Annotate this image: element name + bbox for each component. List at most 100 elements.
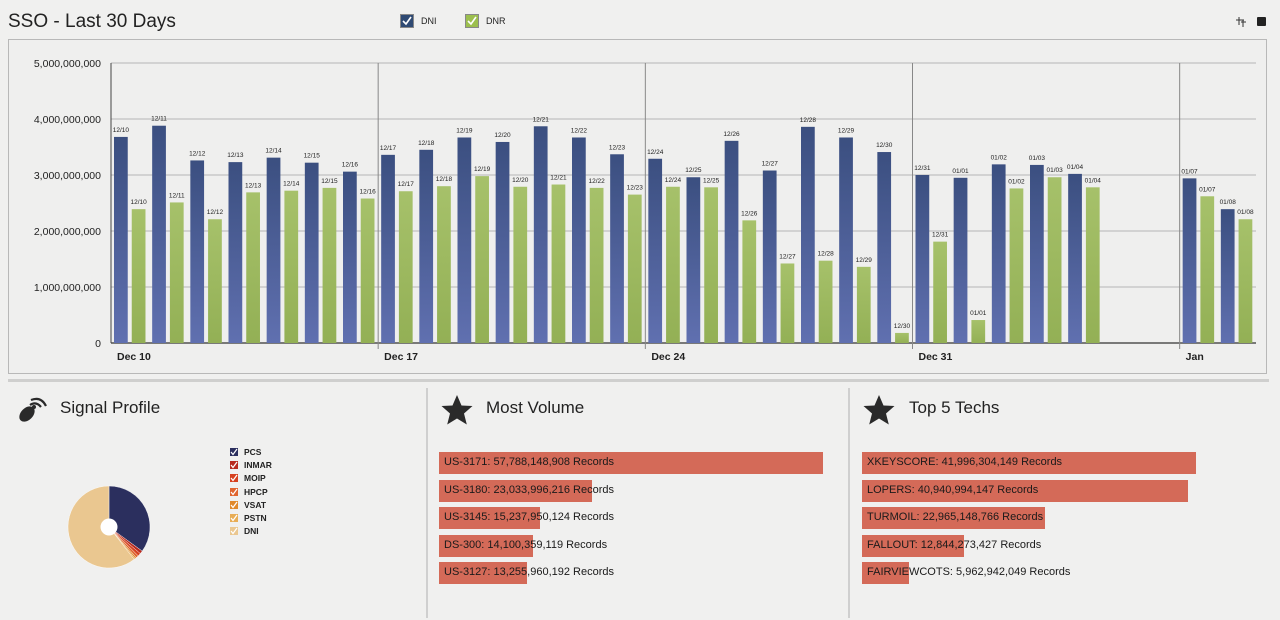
most-volume-row[interactable]: US-3145: 15,237,950,124 Records bbox=[439, 507, 823, 529]
pie-legend-item-vsat[interactable]: VSAT bbox=[230, 500, 266, 510]
pie-legend-swatch[interactable] bbox=[230, 487, 238, 496]
bar-dni[interactable] bbox=[724, 140, 739, 343]
bar-dnr[interactable] bbox=[360, 198, 375, 343]
bar-dni[interactable] bbox=[839, 137, 853, 343]
most-volume-row[interactable]: DS-300: 14,100,359,119 Records bbox=[439, 534, 823, 557]
signal-profile-pie bbox=[67, 485, 151, 569]
bar-dnr[interactable] bbox=[1085, 187, 1100, 343]
bar-dni[interactable] bbox=[304, 162, 319, 343]
bar-dnr[interactable] bbox=[513, 186, 528, 343]
bar-dnr[interactable] bbox=[1238, 219, 1253, 343]
bar-dnr[interactable] bbox=[131, 209, 146, 343]
bar-dnr[interactable] bbox=[1009, 188, 1024, 343]
bar-dnr[interactable] bbox=[551, 184, 566, 343]
bar-dni[interactable] bbox=[343, 171, 357, 343]
bar-dni[interactable] bbox=[610, 154, 624, 343]
bar-dnr[interactable] bbox=[208, 219, 222, 343]
expand-icon[interactable] bbox=[1236, 17, 1246, 27]
bar-dni[interactable] bbox=[533, 126, 548, 343]
bar-dnr[interactable] bbox=[322, 187, 337, 343]
top-tech-row[interactable]: FALLOUT: 12,844,273,427 Records bbox=[862, 534, 1196, 557]
bar-data-label: 12/15 bbox=[321, 178, 338, 185]
menu-icon[interactable] bbox=[1257, 17, 1267, 27]
most-volume-row[interactable]: US-3171: 57,788,148,908 Records bbox=[439, 452, 823, 474]
bar-dnr[interactable] bbox=[704, 187, 718, 343]
bar-data-label: 12/23 bbox=[609, 144, 626, 151]
pie-slice-pcs[interactable] bbox=[108, 485, 151, 552]
bar-data-label: 12/11 bbox=[169, 192, 185, 199]
bar-dnr[interactable] bbox=[1047, 177, 1062, 343]
bar-dnr[interactable] bbox=[895, 332, 909, 343]
satellite-dish-icon bbox=[19, 397, 47, 422]
pie-legend-swatch[interactable] bbox=[230, 514, 238, 522]
bar-dni[interactable] bbox=[686, 177, 701, 343]
bar-dni[interactable] bbox=[915, 175, 930, 343]
pie-legend-swatch[interactable] bbox=[230, 461, 238, 470]
bar-dni[interactable] bbox=[114, 136, 128, 343]
pie-legend-swatch[interactable] bbox=[230, 474, 238, 483]
top-tech-bar bbox=[862, 479, 1188, 502]
pie-legend-swatch[interactable] bbox=[230, 448, 238, 456]
bar-dni[interactable] bbox=[190, 160, 205, 343]
bar-dni[interactable] bbox=[1030, 164, 1044, 343]
checkbox-dnr[interactable] bbox=[465, 14, 479, 28]
pie-legend-swatch[interactable] bbox=[230, 527, 238, 536]
bar-dni[interactable] bbox=[1182, 178, 1197, 343]
top-tech-row[interactable]: TURMOIL: 22,965,148,766 Records bbox=[862, 507, 1196, 529]
bar-dnr[interactable] bbox=[589, 187, 604, 343]
pie-legend-item-pcs[interactable]: PCS bbox=[230, 447, 261, 457]
pie-legend-swatch[interactable] bbox=[230, 500, 238, 509]
bar-dni[interactable] bbox=[991, 164, 1006, 343]
bar-dni[interactable] bbox=[953, 177, 968, 343]
most-volume-row[interactable]: US-3180: 23,033,996,216 Records bbox=[439, 479, 823, 502]
bar-dni[interactable] bbox=[762, 170, 777, 343]
bar-data-label: 12/19 bbox=[474, 166, 491, 173]
bar-dni[interactable] bbox=[495, 141, 510, 343]
bar-dnr[interactable] bbox=[856, 266, 871, 343]
bar-dni[interactable] bbox=[457, 137, 472, 343]
bar-dni[interactable] bbox=[1220, 209, 1235, 343]
bar-dnr[interactable] bbox=[437, 186, 451, 343]
bar-dni[interactable] bbox=[152, 125, 166, 343]
bar-dnr[interactable] bbox=[818, 260, 833, 343]
bar-dnr[interactable] bbox=[780, 263, 795, 343]
legend-item-dni[interactable]: DNI bbox=[400, 14, 437, 28]
bar-dnr[interactable] bbox=[971, 320, 986, 343]
pie-legend-label: HPCP bbox=[244, 486, 268, 497]
checkbox-dni[interactable] bbox=[400, 14, 414, 28]
bar-dnr[interactable] bbox=[1200, 196, 1215, 343]
y-tick-label: 2,000,000,000 bbox=[34, 226, 101, 238]
bar-dnr[interactable] bbox=[169, 202, 184, 343]
bar-dni[interactable] bbox=[877, 152, 892, 343]
bar-dni[interactable] bbox=[801, 126, 815, 343]
legend-item-dnr[interactable]: DNR bbox=[465, 14, 506, 28]
bar-dnr[interactable] bbox=[246, 192, 260, 343]
bar-data-label: 01/03 bbox=[1029, 155, 1046, 162]
bar-dni[interactable] bbox=[419, 149, 434, 343]
bar-dni[interactable] bbox=[228, 162, 243, 343]
pie-legend-item-inmar[interactable]: INMAR bbox=[230, 460, 272, 470]
most-volume-row[interactable]: US-3127: 13,255,960,192 Records bbox=[439, 562, 823, 584]
bar-data-label: 01/04 bbox=[1067, 164, 1084, 171]
legend-label-dnr: DNR bbox=[486, 16, 506, 26]
bar-data-label: 12/15 bbox=[304, 153, 321, 160]
pie-legend-item-dni[interactable]: DNI bbox=[230, 526, 259, 536]
top-tech-row[interactable]: LOPERS: 40,940,994,147 Records bbox=[862, 479, 1196, 502]
bar-dnr[interactable] bbox=[284, 190, 299, 343]
top-tech-row[interactable]: FAIRVIEWCOTS: 5,962,942,049 Records bbox=[862, 562, 1196, 584]
bar-dni[interactable] bbox=[572, 137, 586, 343]
bar-dnr[interactable] bbox=[475, 176, 489, 343]
pie-legend-item-hpcp[interactable]: HPCP bbox=[230, 487, 268, 497]
bar-dni[interactable] bbox=[648, 158, 663, 343]
pie-legend-item-pstn[interactable]: PSTN bbox=[230, 513, 267, 523]
bar-dnr[interactable] bbox=[398, 191, 413, 343]
bar-dni[interactable] bbox=[381, 154, 395, 343]
bar-dnr[interactable] bbox=[666, 186, 680, 343]
bar-dnr[interactable] bbox=[742, 220, 757, 343]
bar-dni[interactable] bbox=[266, 157, 281, 343]
bar-dnr[interactable] bbox=[933, 241, 947, 343]
pie-legend-item-moip[interactable]: MOIP bbox=[230, 473, 266, 483]
bar-dnr[interactable] bbox=[627, 194, 642, 343]
top-tech-row[interactable]: XKEYSCORE: 41,996,304,149 Records bbox=[862, 452, 1196, 474]
bar-dni[interactable] bbox=[1068, 173, 1082, 343]
